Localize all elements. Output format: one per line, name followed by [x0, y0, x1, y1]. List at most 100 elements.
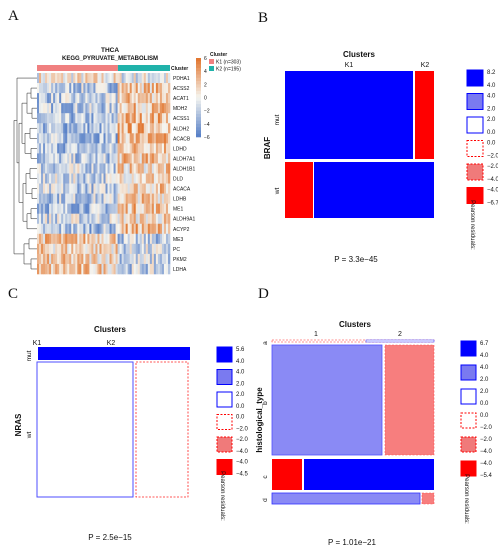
heatmap-cell	[163, 203, 167, 214]
legend-label: 0.0	[480, 413, 489, 419]
heatmap-cell	[105, 203, 108, 214]
heatmap-cell	[41, 83, 44, 94]
heatmap-cell	[51, 103, 54, 114]
heatmap-cell	[53, 123, 56, 134]
heatmap-cell	[145, 113, 149, 124]
heatmap-cell	[61, 93, 64, 104]
heatmap-cell	[143, 103, 147, 114]
heatmap-cell	[49, 173, 52, 184]
heatmap-cell	[113, 203, 116, 214]
heatmap-cell	[133, 153, 137, 164]
heatmap-cell	[69, 143, 72, 154]
heatmap-cell	[125, 223, 128, 235]
heatmap-cell	[123, 223, 126, 235]
heatmap-cell	[119, 113, 122, 124]
heatmap-cell	[167, 133, 171, 144]
heatmap-cell	[61, 143, 64, 154]
heatmap-cell	[61, 133, 64, 144]
heatmap-cell	[119, 223, 122, 235]
heatmap-cell	[151, 263, 155, 275]
heatmap-cell	[143, 223, 147, 235]
heatmap-cell	[79, 203, 82, 214]
heatmap-cell	[119, 213, 122, 225]
heatmap-cell	[67, 183, 70, 194]
heatmap-cell	[117, 83, 120, 94]
heatmap-cell	[107, 93, 110, 104]
heatmap-cell	[69, 263, 72, 275]
heatmap-cell	[103, 193, 106, 204]
heatmap-cell	[167, 113, 171, 124]
heatmap-cell	[57, 153, 60, 164]
heatmap-cell	[161, 133, 165, 144]
heatmap-cell	[123, 153, 126, 164]
heatmap-cell	[167, 173, 171, 184]
heatmap-cell	[129, 193, 133, 204]
heatmap-cell	[59, 213, 62, 225]
heatmap-cell	[41, 233, 44, 245]
heatmap-cell	[67, 123, 70, 134]
heatmap-cell	[105, 163, 108, 174]
panel-c-pvalue: P = 2.5e−15	[88, 533, 132, 542]
panel-label-d: D	[258, 286, 269, 302]
heatmap-cell	[147, 263, 151, 275]
heatmap-cell	[45, 223, 48, 235]
heatmap-cell	[73, 133, 76, 144]
heatmap-cell	[67, 233, 70, 245]
heatmap-cell	[121, 153, 124, 164]
heatmap-cell	[71, 73, 74, 84]
heatmap-cell	[145, 263, 149, 275]
heatmap-cell	[75, 243, 78, 255]
heatmap-cell	[111, 133, 114, 144]
heatmap-cell	[121, 113, 124, 124]
heatmap-cell	[61, 73, 64, 84]
heatmap-cell	[109, 123, 112, 134]
heatmap-cell	[75, 143, 78, 154]
heatmap-cell	[93, 93, 96, 104]
heatmap-cell	[117, 93, 120, 104]
heatmap-cell	[47, 153, 50, 164]
colorbar-step	[196, 100, 201, 105]
heatmap-cell	[79, 173, 82, 184]
gene-label: ACACA	[173, 187, 191, 193]
heatmap-cell	[95, 153, 98, 164]
heatmap-cell	[53, 183, 56, 194]
heatmap-cell	[133, 253, 137, 265]
heatmap-cell	[161, 203, 165, 214]
heatmap-cell	[59, 93, 62, 104]
heatmap-cell	[167, 213, 171, 225]
heatmap-cell	[111, 103, 114, 114]
heatmap-cell	[131, 143, 135, 154]
heatmap-cell	[121, 73, 124, 84]
heatmap-cell	[135, 253, 139, 265]
heatmap-cell	[81, 83, 84, 94]
legend-label: 4.0	[480, 365, 489, 371]
heatmap-cell	[149, 213, 153, 225]
panel-b-legend: 8.2 4.0 4.0 2.0 2.0 0.0 0.0 −2.0 −2.0 −4.0 −4.0 −6.…	[466, 69, 498, 250]
heatmap-cell	[77, 233, 80, 245]
heatmap-cell	[133, 243, 137, 255]
heatmap-cell	[115, 173, 118, 184]
heatmap-cell	[99, 153, 102, 164]
heatmap-cell	[63, 163, 66, 174]
heatmap-cell	[165, 153, 169, 164]
heatmap-cell	[47, 253, 50, 265]
heatmap-cell	[97, 113, 100, 124]
heatmap-cell	[147, 103, 151, 114]
heatmap-cell	[51, 243, 54, 255]
heatmap-cell	[91, 123, 94, 134]
panel-c-ylabel: NRAS	[14, 413, 23, 436]
heatmap-cell	[55, 173, 58, 184]
heatmap-cell	[83, 263, 86, 275]
heatmap-cell	[151, 233, 155, 245]
heatmap-cell	[121, 103, 124, 114]
heatmap-cell	[163, 193, 167, 204]
heatmap-cell	[127, 83, 130, 94]
heatmap-cell	[65, 243, 68, 255]
heatmap-cell	[129, 143, 133, 154]
heatmap-cell	[127, 103, 130, 114]
heatmap-cell	[165, 213, 169, 225]
heatmap-cell	[51, 163, 54, 174]
heatmap-cell	[165, 263, 169, 275]
heatmap-cell	[163, 113, 167, 124]
heatmap-cell	[157, 183, 161, 194]
